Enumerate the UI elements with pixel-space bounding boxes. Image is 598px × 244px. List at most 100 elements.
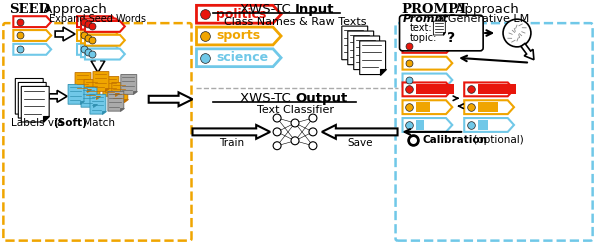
Polygon shape bbox=[133, 91, 137, 94]
Polygon shape bbox=[362, 54, 368, 60]
Polygon shape bbox=[368, 59, 374, 65]
Text: (optional): (optional) bbox=[470, 135, 524, 145]
Polygon shape bbox=[115, 93, 119, 96]
Polygon shape bbox=[49, 90, 67, 102]
Polygon shape bbox=[93, 71, 109, 91]
Polygon shape bbox=[360, 41, 386, 75]
Text: sports: sports bbox=[216, 30, 261, 42]
Text: Match: Match bbox=[80, 118, 115, 128]
Polygon shape bbox=[81, 32, 121, 43]
Text: XWS-TC: XWS-TC bbox=[240, 3, 295, 16]
Bar bbox=[416, 102, 431, 112]
Polygon shape bbox=[120, 108, 124, 111]
Polygon shape bbox=[91, 55, 105, 72]
Polygon shape bbox=[197, 49, 281, 67]
Polygon shape bbox=[81, 46, 121, 57]
Bar bbox=[478, 102, 498, 112]
Polygon shape bbox=[197, 27, 281, 45]
Circle shape bbox=[503, 19, 531, 47]
Polygon shape bbox=[102, 111, 106, 114]
Polygon shape bbox=[322, 125, 398, 139]
Polygon shape bbox=[402, 40, 452, 53]
Polygon shape bbox=[85, 35, 125, 46]
Polygon shape bbox=[402, 100, 452, 114]
Polygon shape bbox=[93, 104, 97, 107]
Polygon shape bbox=[37, 108, 43, 114]
Text: science: science bbox=[216, 51, 269, 64]
Text: topic:: topic: bbox=[410, 33, 437, 43]
Text: politics: politics bbox=[216, 8, 267, 21]
Text: Save: Save bbox=[347, 138, 373, 148]
Polygon shape bbox=[85, 21, 125, 32]
Polygon shape bbox=[85, 49, 125, 60]
Text: Calibration: Calibration bbox=[422, 135, 487, 145]
Text: Approach: Approach bbox=[451, 3, 519, 16]
Circle shape bbox=[291, 119, 299, 127]
Text: Prompt: Prompt bbox=[402, 14, 448, 24]
Text: Text Classifier: Text Classifier bbox=[257, 105, 334, 115]
Text: XWS-TC: XWS-TC bbox=[240, 92, 295, 105]
Polygon shape bbox=[434, 21, 446, 35]
Polygon shape bbox=[197, 5, 281, 23]
Polygon shape bbox=[521, 43, 534, 60]
Polygon shape bbox=[149, 92, 193, 106]
Polygon shape bbox=[77, 44, 117, 55]
Circle shape bbox=[273, 142, 281, 150]
Polygon shape bbox=[13, 16, 51, 27]
Polygon shape bbox=[19, 82, 46, 118]
Text: Approach: Approach bbox=[39, 3, 107, 16]
Text: ?: ? bbox=[447, 31, 456, 45]
Polygon shape bbox=[402, 73, 452, 86]
Polygon shape bbox=[193, 125, 270, 139]
Polygon shape bbox=[77, 16, 117, 27]
Polygon shape bbox=[108, 91, 124, 111]
Polygon shape bbox=[13, 30, 51, 41]
Polygon shape bbox=[81, 101, 84, 104]
Polygon shape bbox=[75, 72, 91, 92]
Text: (Soft): (Soft) bbox=[53, 118, 87, 128]
Bar bbox=[416, 84, 454, 94]
Polygon shape bbox=[103, 77, 119, 96]
Polygon shape bbox=[13, 44, 51, 55]
Polygon shape bbox=[40, 112, 46, 118]
Text: SEED: SEED bbox=[10, 3, 50, 16]
Polygon shape bbox=[84, 80, 100, 99]
Bar bbox=[478, 84, 516, 94]
Text: a Generative LM: a Generative LM bbox=[434, 14, 530, 24]
Polygon shape bbox=[402, 118, 452, 132]
Polygon shape bbox=[402, 82, 452, 96]
Circle shape bbox=[309, 142, 317, 150]
Polygon shape bbox=[87, 89, 91, 92]
Polygon shape bbox=[81, 87, 97, 107]
Polygon shape bbox=[342, 26, 368, 60]
Circle shape bbox=[273, 128, 281, 136]
Polygon shape bbox=[16, 79, 43, 114]
Polygon shape bbox=[96, 96, 100, 99]
Polygon shape bbox=[354, 36, 380, 70]
Polygon shape bbox=[443, 32, 446, 35]
Polygon shape bbox=[90, 94, 106, 114]
Circle shape bbox=[291, 137, 299, 145]
Polygon shape bbox=[348, 31, 374, 65]
Polygon shape bbox=[81, 19, 121, 30]
FancyBboxPatch shape bbox=[399, 15, 483, 51]
Circle shape bbox=[273, 114, 281, 122]
Polygon shape bbox=[380, 69, 386, 75]
Polygon shape bbox=[55, 27, 75, 41]
Circle shape bbox=[309, 114, 317, 122]
Text: Labels via: Labels via bbox=[11, 118, 67, 128]
Polygon shape bbox=[77, 30, 117, 41]
Polygon shape bbox=[105, 88, 109, 91]
Polygon shape bbox=[121, 75, 137, 94]
Polygon shape bbox=[124, 99, 128, 102]
Polygon shape bbox=[112, 82, 128, 102]
Polygon shape bbox=[464, 82, 514, 96]
Text: Input: Input bbox=[295, 3, 334, 16]
Polygon shape bbox=[22, 86, 49, 122]
Polygon shape bbox=[464, 118, 514, 132]
Polygon shape bbox=[402, 57, 452, 70]
Text: PROMPT: PROMPT bbox=[401, 3, 468, 16]
Text: Train: Train bbox=[219, 138, 244, 148]
Text: Expand Seed Words: Expand Seed Words bbox=[50, 14, 147, 24]
Bar bbox=[478, 120, 488, 130]
